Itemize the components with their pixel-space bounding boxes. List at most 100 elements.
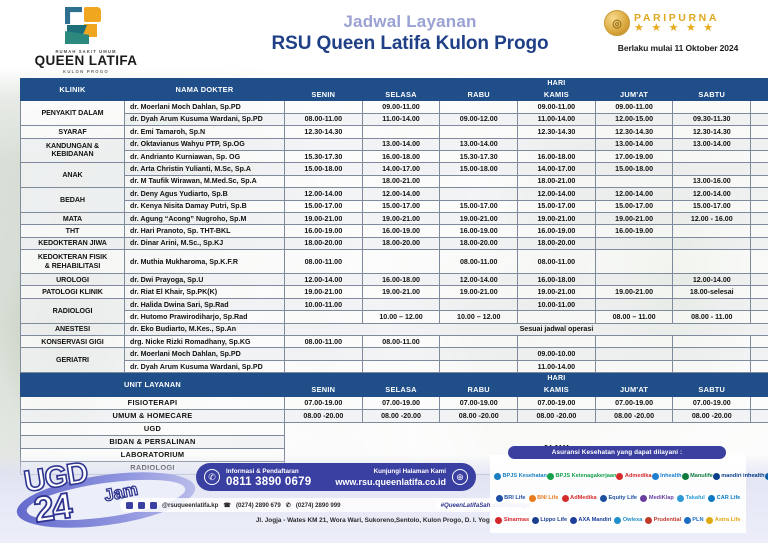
insurance-logo-label: Inhealth bbox=[660, 473, 682, 479]
cell-time-minggu bbox=[750, 347, 768, 361]
insurance-logo-mark-icon bbox=[546, 472, 554, 480]
th-hari: HARI bbox=[284, 78, 768, 89]
cell-unit-time-jumat: 07.00-19.00 bbox=[594, 395, 674, 410]
whatsapp-icon[interactable]: ✆ bbox=[204, 469, 220, 485]
cell-time-minggu bbox=[750, 285, 768, 299]
doctor-schedule-table: KLINIK NAMA DOKTER HARI SENIN SELASA RABU K… bbox=[20, 77, 768, 374]
hospital-address: Jl. Jogja - Wates KM 21, Wora Wari, Suko… bbox=[255, 517, 513, 524]
insurance-logo: Manulife bbox=[681, 472, 713, 480]
cell-time-jumat bbox=[594, 236, 674, 251]
contact-website[interactable]: www.rsu.queenlatifa.co.id bbox=[335, 477, 446, 487]
cell-time-sabtu bbox=[672, 162, 752, 176]
cell-time-selasa: 11.00-14.00 bbox=[361, 112, 441, 127]
contact-phone-number[interactable]: 0811 3890 0679 bbox=[226, 476, 312, 488]
cell-time-rabu: 08.00-11.00 bbox=[439, 249, 519, 275]
insurance-panel: Asuransi Kesehatan yang dapat dilayani :… bbox=[490, 446, 768, 533]
cell-nama-dokter: dr. Moerlani Moch Dahlan, Sp.PD bbox=[124, 347, 285, 361]
cell-time-senin bbox=[284, 174, 363, 189]
table-row: KEDOKTERAN JIWA dr. Dinar Arini, M.Sc., S… bbox=[20, 236, 768, 251]
cell-klinik: GERIATRI bbox=[20, 347, 125, 374]
cell-time-rabu: 15.30-17.30 bbox=[439, 149, 519, 164]
cell-time-selasa: 18.00-20.00 bbox=[361, 236, 441, 251]
page-header: RUMAH SAKIT UMUM QUEEN LATIFA KULON PROG… bbox=[0, 0, 768, 78]
cell-time-jumat: 08.00 – 11.00 bbox=[594, 310, 674, 324]
insurance-logo-label: Astra Life bbox=[714, 517, 741, 523]
cell-time-senin: 08.00-11.00 bbox=[284, 335, 363, 349]
cell-klinik: KONSERVASI GIGI bbox=[20, 335, 125, 349]
cell-time-selasa bbox=[361, 347, 441, 361]
cell-time-minggu bbox=[750, 112, 768, 127]
table-row: ANAK dr. Arta Christin Yulianti, M.Sc, Sp… bbox=[20, 162, 768, 189]
cell-time-selasa: 16.00-19.00 bbox=[361, 224, 441, 238]
insurance-logo-label: Equity Life bbox=[608, 495, 638, 501]
insurance-logo-mark-icon bbox=[495, 516, 503, 524]
social-handle[interactable]: @rsuqueenlatifa.kp bbox=[162, 501, 219, 509]
cell-time-sabtu bbox=[672, 335, 752, 349]
cell-time-kamis: 08.00-11.00 bbox=[517, 249, 596, 275]
social-phone-2[interactable]: (0274) 2890 999 bbox=[295, 501, 341, 509]
insurance-logo-mark-icon bbox=[640, 494, 648, 502]
cell-time-sabtu: 12.30-14.30 bbox=[672, 125, 752, 139]
cell-time-senin bbox=[284, 100, 363, 114]
cell-time-minggu bbox=[750, 310, 768, 324]
table-row: KONSERVASI GIGI drg. Nicke Rizki Romadhan… bbox=[20, 335, 768, 349]
cell-time-senin: 19.00-21.00 bbox=[284, 211, 363, 226]
insurance-logo-label: Lippo Life bbox=[540, 517, 568, 523]
instagram-icon[interactable] bbox=[126, 501, 133, 509]
insurance-logo: Takaful bbox=[677, 494, 705, 502]
cell-unit-time-kamis: 08.00 -20.00 bbox=[517, 408, 596, 423]
cell-time-rabu bbox=[439, 347, 519, 361]
cell-klinik: UROLOGI bbox=[20, 273, 125, 287]
th-nama-dokter: NAMA DOKTER bbox=[124, 77, 285, 102]
cell-time-minggu bbox=[750, 199, 768, 213]
cell-nama-dokter: dr. Dwi Prayoga, Sp.U bbox=[124, 273, 285, 287]
cell-nama-dokter: dr. Kenya Nisita Damay Putri, Sp.B bbox=[124, 199, 285, 213]
cell-nama-dokter: dr. Andrianto Kurniawan, Sp. OG bbox=[124, 149, 285, 164]
cell-time-senin bbox=[284, 137, 363, 151]
cell-time-minggu bbox=[750, 224, 768, 238]
globe-icon[interactable]: ⊕ bbox=[452, 469, 468, 485]
th-unit-day-rabu: RABU bbox=[439, 383, 519, 397]
doctor-table-head-row-1: KLINIK NAMA DOKTER HARI bbox=[20, 77, 768, 102]
cell-time-senin: 19.00-21.00 bbox=[284, 285, 363, 299]
cell-time-sabtu: 15.00-17.00 bbox=[672, 199, 752, 213]
youtube-icon[interactable] bbox=[150, 501, 157, 509]
insurance-logo-label: Prudential bbox=[653, 517, 681, 523]
cell-nama-dokter: dr. Deny Agus Yudiarto, Sp.B bbox=[124, 187, 285, 201]
insurance-logo-mark-icon bbox=[531, 516, 539, 524]
cell-nama-dokter: dr. Hutomo Prawirodiharjo, Sp.Rad bbox=[124, 310, 285, 324]
cell-time-jumat bbox=[594, 273, 674, 287]
insurance-logo: PLN bbox=[683, 516, 703, 524]
insurance-logo: Astra Life bbox=[706, 516, 741, 524]
cell-unit-time-rabu: 07.00-19.00 bbox=[439, 395, 519, 410]
th-day-jumat: JUM'AT bbox=[594, 87, 674, 102]
table-row: dr. Kenya Nisita Damay Putri, Sp.B 15.00-… bbox=[21, 199, 768, 213]
insurance-logo-label: AdMedika bbox=[570, 495, 597, 501]
table-row: MATA dr. Agung “Acong” Nugroho, Sp.M 19.00… bbox=[20, 211, 768, 226]
cell-time-selasa bbox=[361, 249, 441, 275]
cell-time-jumat: 12.30-14.30 bbox=[594, 125, 674, 139]
unit-table-head: UNIT LAYANAN HARI SENIN SELASA RABU KAMIS JU… bbox=[20, 373, 768, 397]
table-row: ANESTESI dr. Eko Budiarto, M.Kes., Sp.An S… bbox=[20, 322, 768, 337]
cell-nama-dokter: dr. Agung “Acong” Nugroho, Sp.M bbox=[124, 211, 285, 226]
social-bar: @rsuqueenlatifa.kp ☎ (0274) 2890 679 ✆ (… bbox=[120, 498, 540, 512]
cell-time-jumat bbox=[594, 297, 674, 312]
th-day-kamis: KAMIS bbox=[517, 87, 596, 102]
table-row: FISIOTERAPI 07.00-19.00 07.00-19.00 07.00-1… bbox=[20, 395, 768, 410]
cell-unit-time-minggu: 08.00 -20.00 bbox=[750, 408, 768, 423]
cell-klinik: PENYAKIT DALAM bbox=[20, 100, 125, 127]
accreditation-badge: ◎ PARIPURNA ★ ★ ★ ★ ★ Berlaku mulai 11 O… bbox=[604, 10, 752, 53]
facebook-icon[interactable] bbox=[138, 501, 145, 509]
table-row: BIDAN & PERSALINAN bbox=[20, 434, 768, 449]
table-row: THT dr. Hari Pranoto, Sp. THT-BKL 16.00-19… bbox=[20, 224, 768, 238]
cell-time-sabtu: 12.00 - 16.00 bbox=[672, 211, 752, 226]
social-hashtag: #QueenLatifaSahabatKeluarga bbox=[435, 500, 534, 510]
insurance-logo-mark-icon bbox=[712, 472, 720, 480]
social-phone-1[interactable]: (0274) 2890 679 bbox=[236, 501, 281, 509]
ugd-number: 24 bbox=[30, 484, 73, 531]
table-row: dr. M Taufik Wirawan, M.Med.Sc, Sp.A 18.0… bbox=[21, 174, 768, 189]
cell-unit-time-senin: 08.00 -20.00 bbox=[284, 408, 363, 423]
cell-nama-dokter: drg. Nicke Rizki Romadhany, Sp.KG bbox=[124, 335, 285, 349]
cell-time-senin bbox=[284, 310, 363, 324]
cell-unit-layanan: UGD bbox=[20, 421, 285, 436]
